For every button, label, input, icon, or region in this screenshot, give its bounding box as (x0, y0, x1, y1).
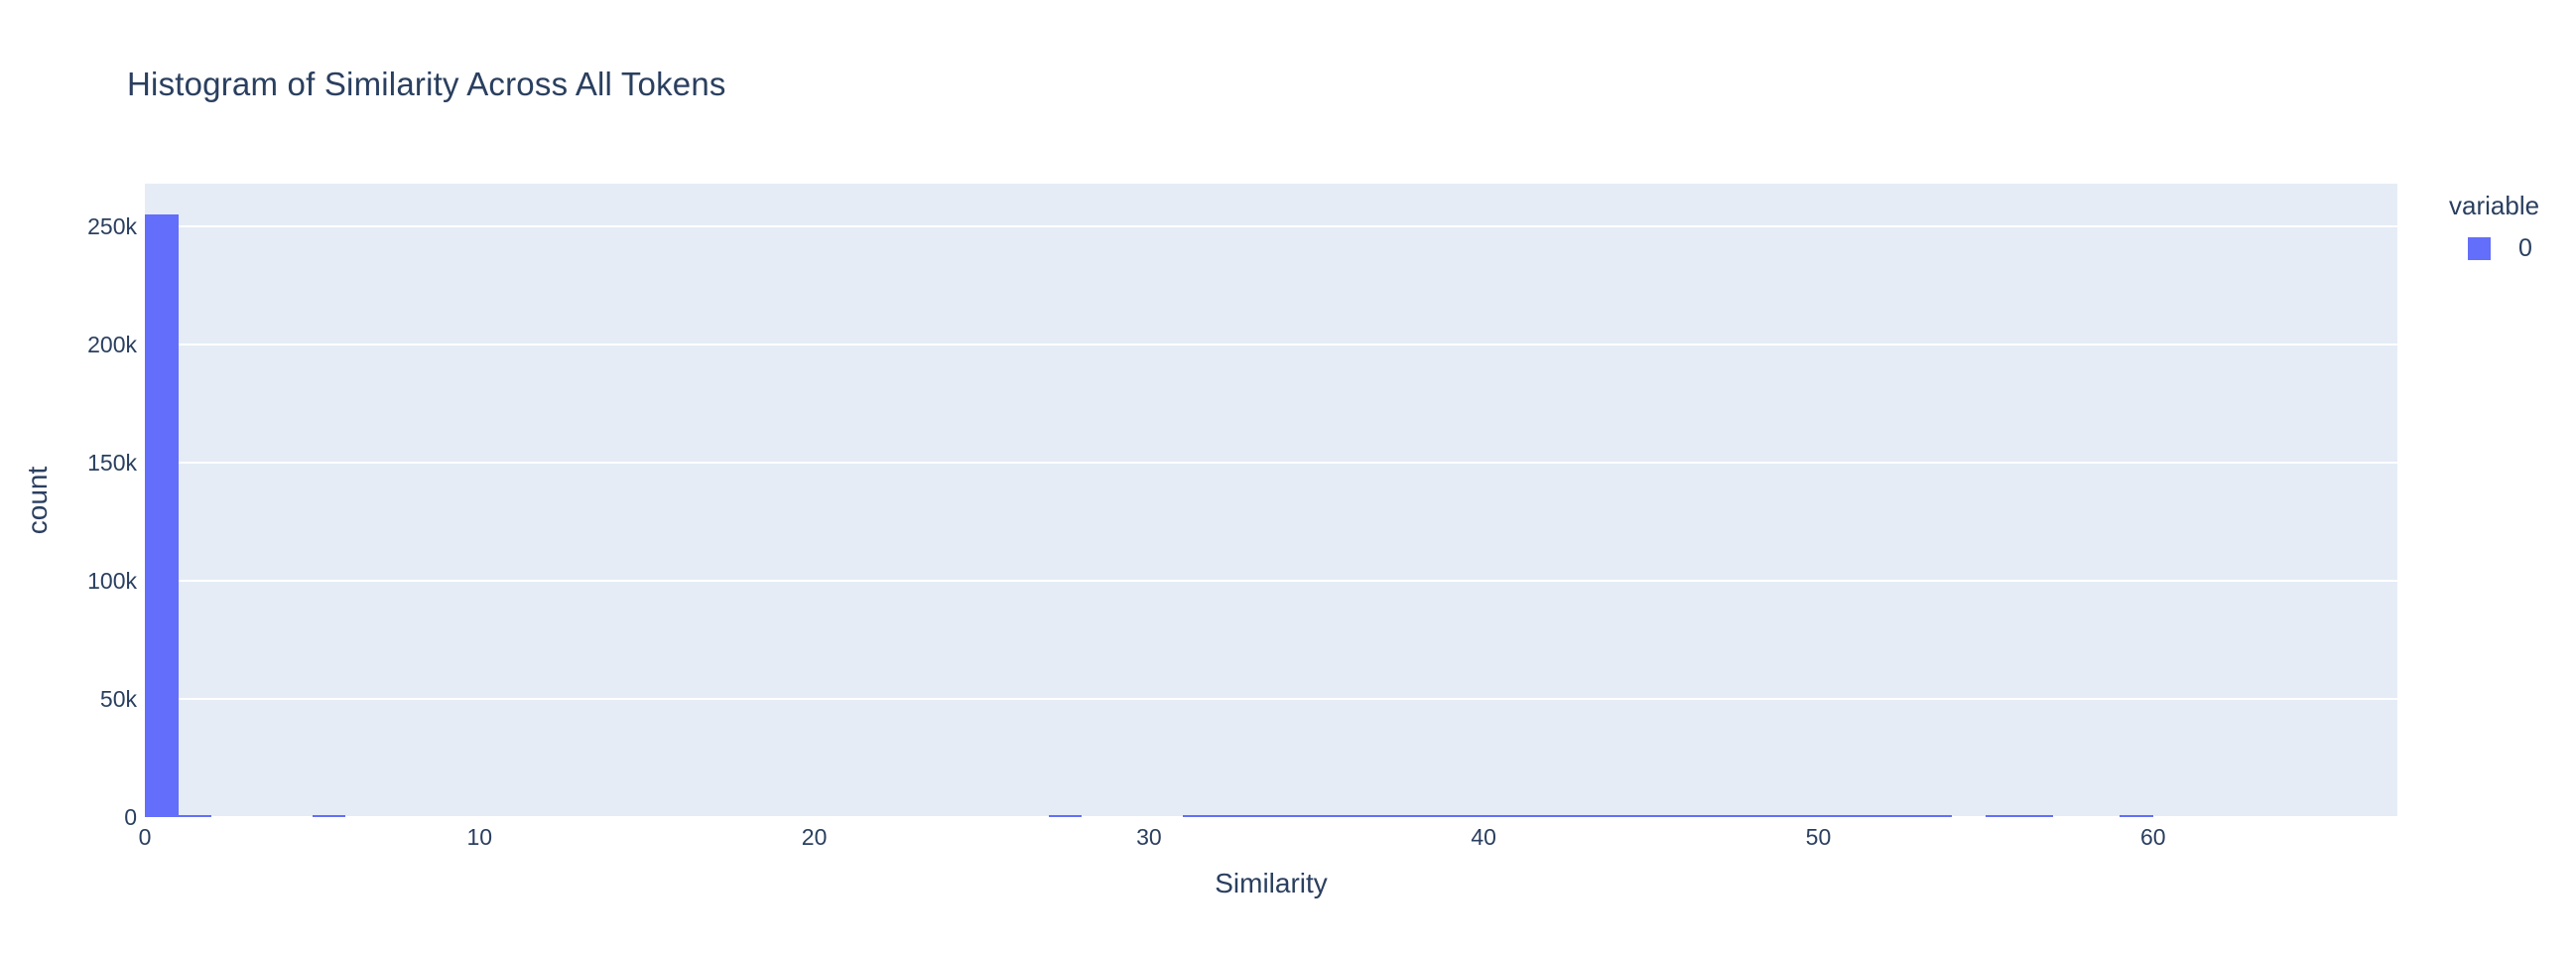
histogram-bar[interactable] (1884, 814, 1919, 817)
y-tick-label: 200k (87, 331, 137, 357)
x-tick-label: 20 (801, 824, 828, 850)
histogram-bar[interactable] (1986, 814, 2019, 817)
histogram-bar[interactable] (1617, 814, 1651, 817)
histogram-bar[interactable] (1182, 814, 1217, 817)
x-tick-label: 40 (1471, 824, 1496, 850)
x-tick-label: 0 (138, 824, 152, 850)
histogram-bar[interactable] (1516, 814, 1551, 817)
histogram-bar[interactable] (1852, 814, 1885, 817)
histogram-bar[interactable] (1718, 814, 1751, 817)
x-tick-label: 60 (2139, 824, 2166, 850)
histogram-bar[interactable] (312, 814, 346, 817)
histogram-bar[interactable] (2120, 814, 2153, 817)
x-tick-label: 10 (466, 824, 493, 850)
gridline (145, 816, 2397, 818)
gridline (145, 343, 2397, 345)
x-tick-label: 30 (1136, 824, 1162, 850)
y-tick-label: 150k (87, 449, 137, 476)
gridline (145, 224, 2397, 227)
histogram-bar[interactable] (178, 814, 212, 817)
histogram-bar[interactable] (1550, 814, 1585, 817)
gridline (145, 579, 2397, 582)
histogram-bar[interactable] (1818, 814, 1853, 817)
y-tick-label: 50k (99, 685, 137, 712)
histogram-bar[interactable] (1216, 814, 1250, 817)
histogram-bar[interactable] (1751, 814, 1785, 817)
histogram-bar[interactable] (1483, 814, 1517, 817)
histogram-bar[interactable] (1416, 814, 1451, 817)
histogram-bar[interactable] (1450, 814, 1484, 817)
histogram-bar[interactable] (1784, 814, 1819, 817)
x-axis-title: Similarity (1215, 868, 1328, 898)
chart-title: Histogram of Similarity Across All Token… (127, 66, 726, 102)
plot-area[interactable] (145, 184, 2397, 818)
gridline (145, 461, 2397, 464)
histogram-bar[interactable] (1382, 814, 1417, 817)
histogram-bar[interactable] (1350, 814, 1383, 817)
y-axis-title: count (22, 466, 53, 535)
histogram-bar[interactable] (1048, 814, 1083, 817)
histogram-bar[interactable] (2018, 814, 2053, 817)
legend-item-series-0[interactable]: 0 (2446, 234, 2539, 263)
histogram-bar[interactable] (1316, 814, 1351, 817)
legend-swatch-icon (2468, 237, 2491, 260)
legend: variable 0 (2446, 191, 2539, 263)
x-tick-label: 50 (1805, 824, 1832, 850)
y-tick-label: 0 (124, 804, 137, 830)
y-tick-label: 250k (87, 212, 137, 239)
legend-item-label: 0 (2518, 234, 2532, 262)
legend-title: variable (2449, 191, 2540, 220)
y-tick-label: 100k (87, 567, 137, 594)
histogram-bar[interactable] (1684, 814, 1719, 817)
histogram-bar[interactable] (1249, 814, 1283, 817)
histogram-bar[interactable] (1918, 814, 1953, 817)
gridline (145, 697, 2397, 700)
histogram-bar[interactable] (1650, 814, 1685, 817)
histogram-bar[interactable] (1584, 814, 1618, 817)
histogram-bar[interactable] (145, 213, 179, 817)
histogram-bar[interactable] (1282, 814, 1317, 817)
